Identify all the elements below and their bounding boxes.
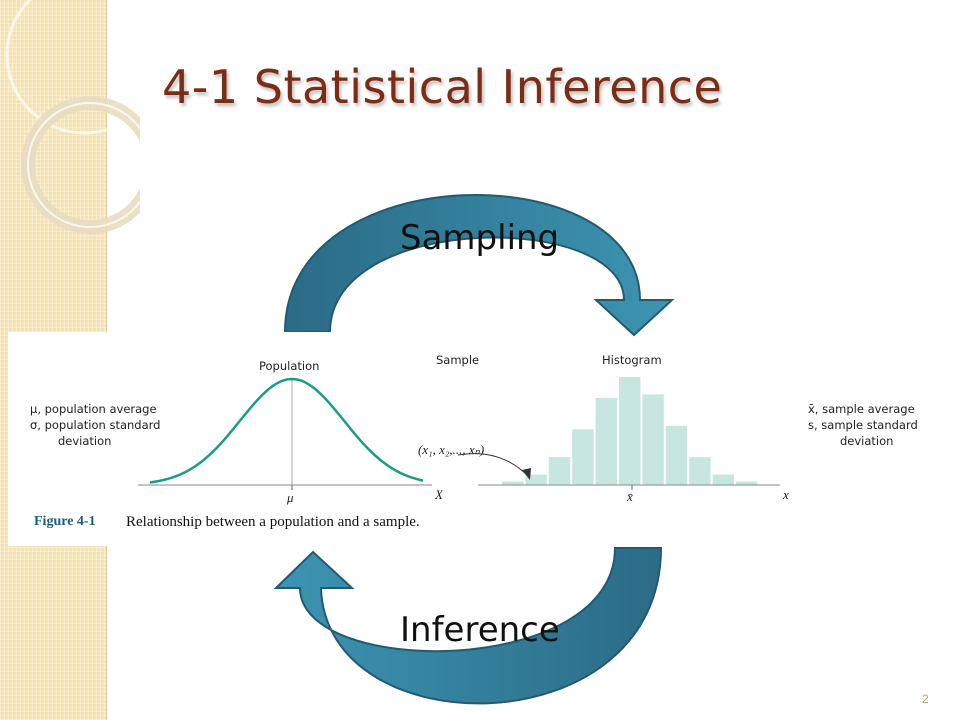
population-param-mean: μ, population average (30, 402, 157, 416)
sample-mean-tick-label: x̄ (627, 489, 633, 504)
slide-title: 4-1 Statistical Inference (162, 60, 723, 114)
population-axis-label: X (435, 487, 443, 502)
histogram-bar (502, 481, 524, 485)
pointer-arrowhead (522, 468, 531, 480)
population-param-sd: σ, population standard (30, 418, 161, 432)
inference-arrow (273, 547, 663, 705)
sampling-label: Sampling (400, 218, 560, 258)
page-number: 2 (922, 692, 929, 706)
histogram-bar (548, 457, 571, 485)
histogram-bar (642, 394, 664, 485)
histogram-bar (736, 481, 758, 485)
mean-tick-label: μ (287, 490, 294, 505)
histogram-bar (665, 425, 688, 485)
histogram-bar (619, 377, 641, 485)
sample-stat-sd: s, sample standard (808, 418, 918, 432)
histogram-axis-label: x (783, 487, 789, 502)
histogram-bars (502, 377, 758, 485)
population-curve (149, 377, 424, 484)
population-heading: Population (259, 359, 320, 373)
sample-stat-sd-cont: deviation (840, 434, 894, 448)
decorative-circles (5, 0, 140, 234)
figure-caption-label: Figure 4-1 (34, 514, 96, 529)
sample-heading: Sample (436, 353, 480, 367)
population-sample-figure (8, 332, 478, 546)
histogram-bar (689, 457, 711, 485)
sampling-arrow (283, 193, 675, 337)
histogram-bar (712, 474, 734, 485)
figure-caption-text: Relationship between a population and a … (126, 514, 420, 530)
histogram-heading: Histogram (602, 353, 662, 367)
pointer-arrow (457, 453, 529, 477)
inference-label: Inference (400, 610, 560, 650)
histogram-bar (595, 397, 617, 485)
sample-notation: (x₁, x₂,..., xₙ) (418, 442, 485, 457)
histogram-bar (572, 429, 594, 485)
sample-stat-mean: x̄, sample average (808, 402, 915, 416)
histogram-bar (525, 474, 547, 485)
population-param-sd-cont: deviation (58, 434, 112, 448)
